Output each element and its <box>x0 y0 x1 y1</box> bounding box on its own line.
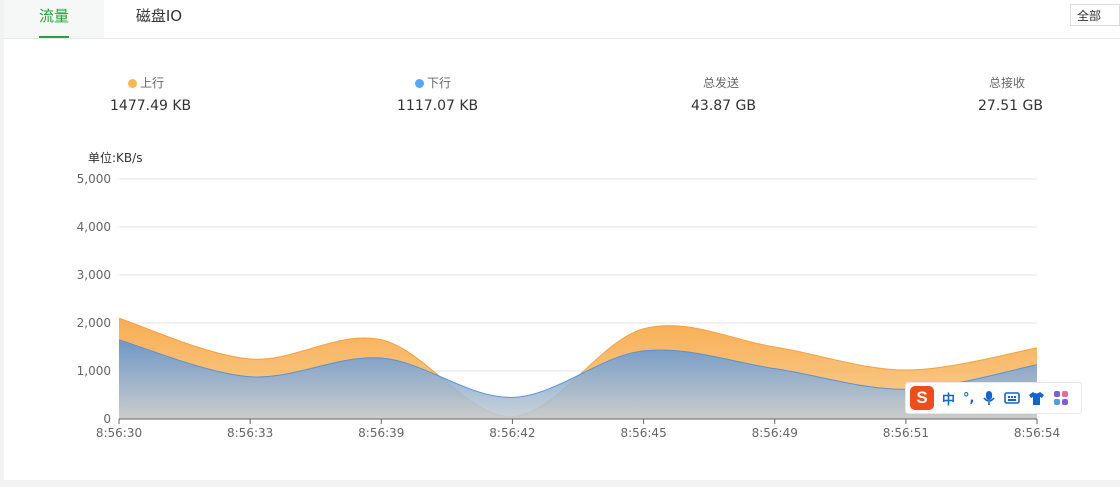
y-tick-label: 5,000 <box>77 172 111 186</box>
x-tick-label: 8:56:51 <box>883 426 929 440</box>
x-tick-label: 8:56:30 <box>96 426 142 440</box>
ime-lang-toggle[interactable]: 中 <box>942 392 956 408</box>
data-point <box>119 318 120 319</box>
stat-total-sent: 总发送 43.87 GB <box>691 74 756 114</box>
stat-download-label: 下行 <box>427 76 452 90</box>
data-point <box>905 370 906 371</box>
stat-total-sent-value: 43.87 GB <box>691 98 756 114</box>
data-point <box>1037 364 1038 365</box>
data-point <box>512 397 513 398</box>
shirt-icon[interactable] <box>1028 391 1045 406</box>
stat-total-sent-label: 总发送 <box>703 76 740 90</box>
y-tick-label: 2,000 <box>77 316 111 330</box>
x-tick-label: 8:56:54 <box>1014 426 1060 440</box>
stat-total-received: 总接收 27.51 GB <box>978 74 1043 114</box>
stat-total-received-value: 27.51 GB <box>978 98 1043 114</box>
stat-download-value: 1117.07 KB <box>397 98 479 114</box>
data-point <box>643 328 644 329</box>
download-area <box>119 339 1037 419</box>
download-dot-icon <box>415 79 424 88</box>
y-tick-label: 1,000 <box>77 364 111 378</box>
scope-select[interactable]: 全部 <box>1070 4 1120 26</box>
stat-upload-value: 1477.49 KB <box>110 98 192 114</box>
stat-download: 下行 1117.07 KB <box>397 74 478 114</box>
data-point <box>119 339 120 340</box>
keyboard-icon[interactable] <box>1004 391 1021 405</box>
ime-punct-toggle[interactable]: °, <box>963 390 975 406</box>
data-point <box>250 359 251 360</box>
stat-total-received-label: 总接收 <box>989 76 1026 90</box>
x-tick-label: 8:56:39 <box>358 426 404 440</box>
y-tick-label: 3,000 <box>77 268 111 282</box>
x-tick-label: 8:56:45 <box>620 426 666 440</box>
chart-unit-label: 单位:KB/s <box>88 151 143 165</box>
x-tick-label: 8:56:49 <box>752 426 798 440</box>
ime-toolbar: S 中 °, <box>905 382 1082 414</box>
data-point <box>774 368 775 369</box>
apps-icon[interactable] <box>1053 390 1069 406</box>
stat-upload-label: 上行 <box>140 76 165 90</box>
x-tick-label: 8:56:33 <box>227 426 273 440</box>
tab-traffic[interactable]: 流量 <box>4 0 104 38</box>
data-point <box>1037 347 1038 348</box>
tab-bar: 流量 磁盘IO 全部 <box>4 0 1120 39</box>
data-point <box>250 376 251 377</box>
tab-disk-io[interactable]: 磁盘IO <box>135 7 183 25</box>
data-point <box>643 350 644 351</box>
y-tick-label: 4,000 <box>77 220 111 234</box>
sogou-logo-icon[interactable]: S <box>910 386 934 410</box>
data-point <box>381 358 382 359</box>
data-point <box>381 339 382 340</box>
download-area-line <box>118 339 1038 398</box>
upload-dot-icon <box>128 79 137 88</box>
x-tick-label: 8:56:42 <box>489 426 535 440</box>
stat-upload: 上行 1477.49 KB <box>110 74 191 114</box>
data-point <box>774 347 775 348</box>
mic-icon[interactable] <box>982 390 996 406</box>
y-tick-label: 0 <box>103 412 111 426</box>
